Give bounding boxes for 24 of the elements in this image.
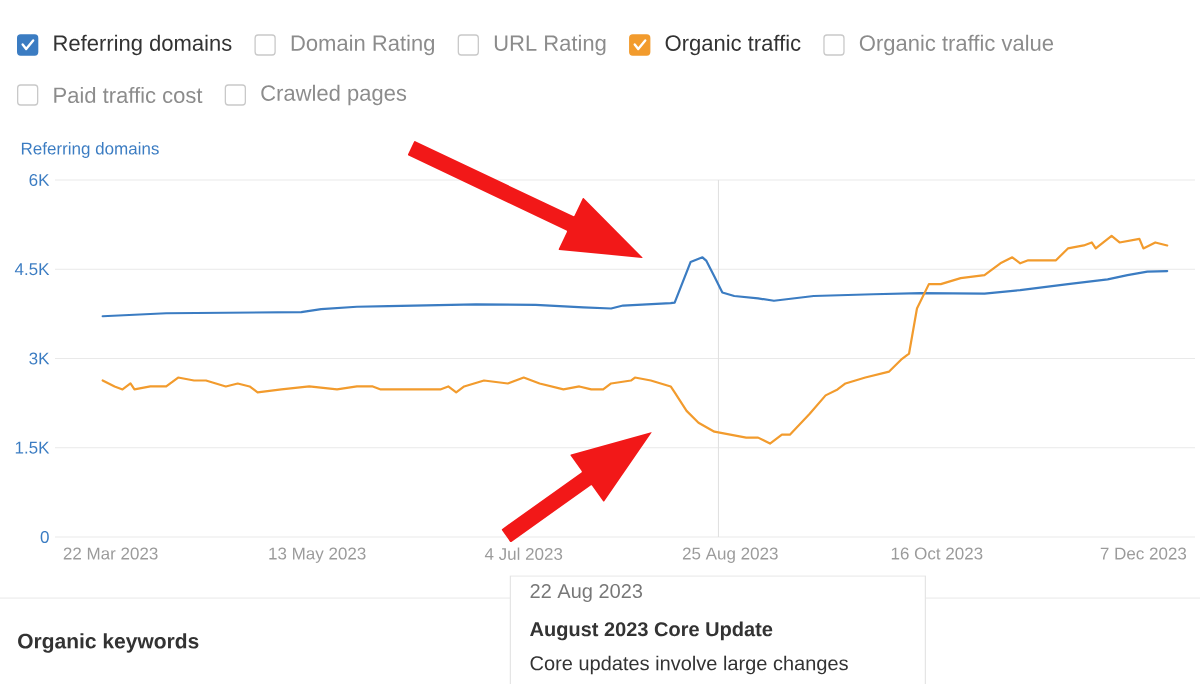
x-tick-label: 25 Aug 2023 [682, 547, 778, 563]
y-axis-title: Referring domains [21, 142, 159, 158]
line-series [101, 256, 1169, 318]
y-tick-label: 4.5K [14, 263, 50, 276]
text: Paid traffic cost [54, 86, 203, 104]
text: Domain Rating [291, 34, 435, 56]
text: Core updates involve large changes [530, 655, 848, 675]
text: 22 Aug 2023 [530, 583, 643, 603]
y-tick-label: 0 [40, 530, 49, 544]
x-tick-label: 16 Oct 2023 [891, 547, 983, 560]
legend-label: Referring domains [54, 34, 232, 56]
y-tick-label: 3K [29, 352, 50, 365]
text: Crawled pages [261, 84, 407, 106]
text: Organic traffic value [859, 34, 1054, 56]
text: Organic keywords [18, 633, 199, 653]
x-tick-label: 4 Jul 2023 [484, 547, 563, 561]
text: URL Rating [494, 34, 606, 56]
legend-label: Organic traffic [665, 34, 801, 56]
x-tick-label: 22 Mar 2023 [63, 547, 158, 560]
y-tick-label: 6K [29, 173, 50, 187]
x-tick-label: 7 Dec 2023 [1100, 547, 1187, 560]
text: August 2023 Core Update [530, 621, 773, 641]
x-tick-label: 13 May 2023 [269, 547, 366, 563]
y-tick-label: 1.5K [15, 441, 50, 454]
